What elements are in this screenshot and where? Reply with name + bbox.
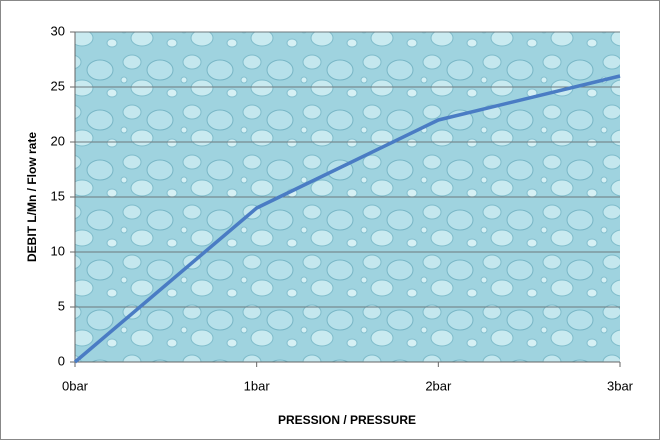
y-tick-label: 30 xyxy=(51,23,65,38)
x-tick-label: 1bar xyxy=(244,378,271,393)
y-axis-title: DEBIT L/Mn / Flow rate xyxy=(25,132,39,262)
y-tick-label: 25 xyxy=(51,78,65,93)
y-tick-label: 5 xyxy=(58,298,65,313)
x-tick-label: 0bar xyxy=(62,378,89,393)
y-tick-label: 15 xyxy=(51,188,65,203)
y-tick-label: 0 xyxy=(58,353,65,368)
y-tick-label: 10 xyxy=(51,243,65,258)
x-tick-label: 2bar xyxy=(425,378,452,393)
line-series xyxy=(73,74,621,364)
y-tick-label: 20 xyxy=(51,133,65,148)
x-tick-label: 3bar xyxy=(607,378,634,393)
x-axis-title: PRESSION / PRESSURE xyxy=(278,413,416,427)
